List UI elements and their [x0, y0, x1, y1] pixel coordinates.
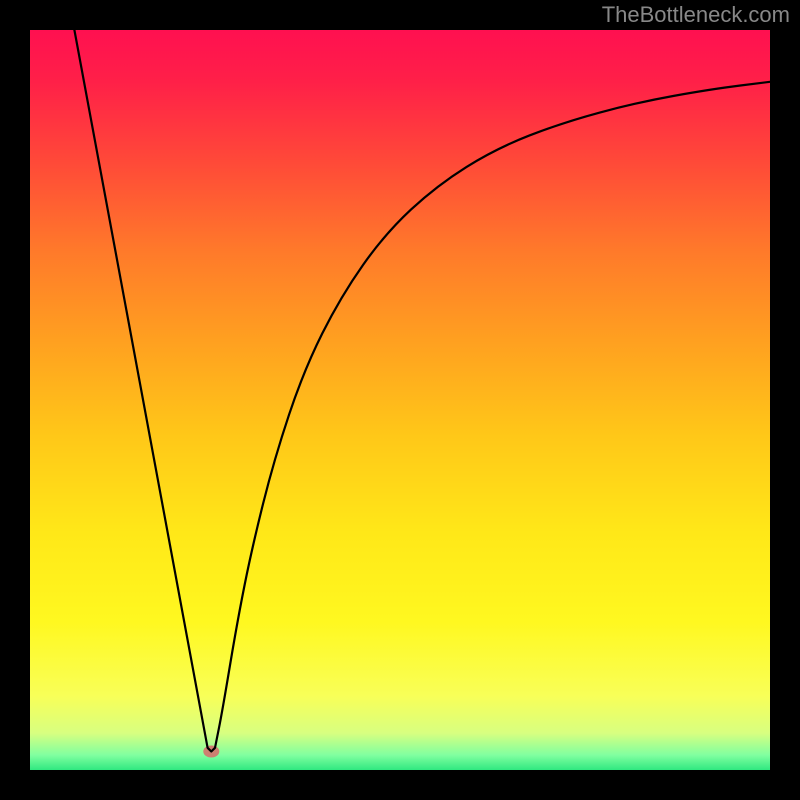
- curve-layer: [30, 30, 770, 770]
- bottleneck-curve: [74, 30, 770, 752]
- watermark-text: TheBottleneck.com: [602, 2, 790, 28]
- plot-area: [30, 30, 770, 770]
